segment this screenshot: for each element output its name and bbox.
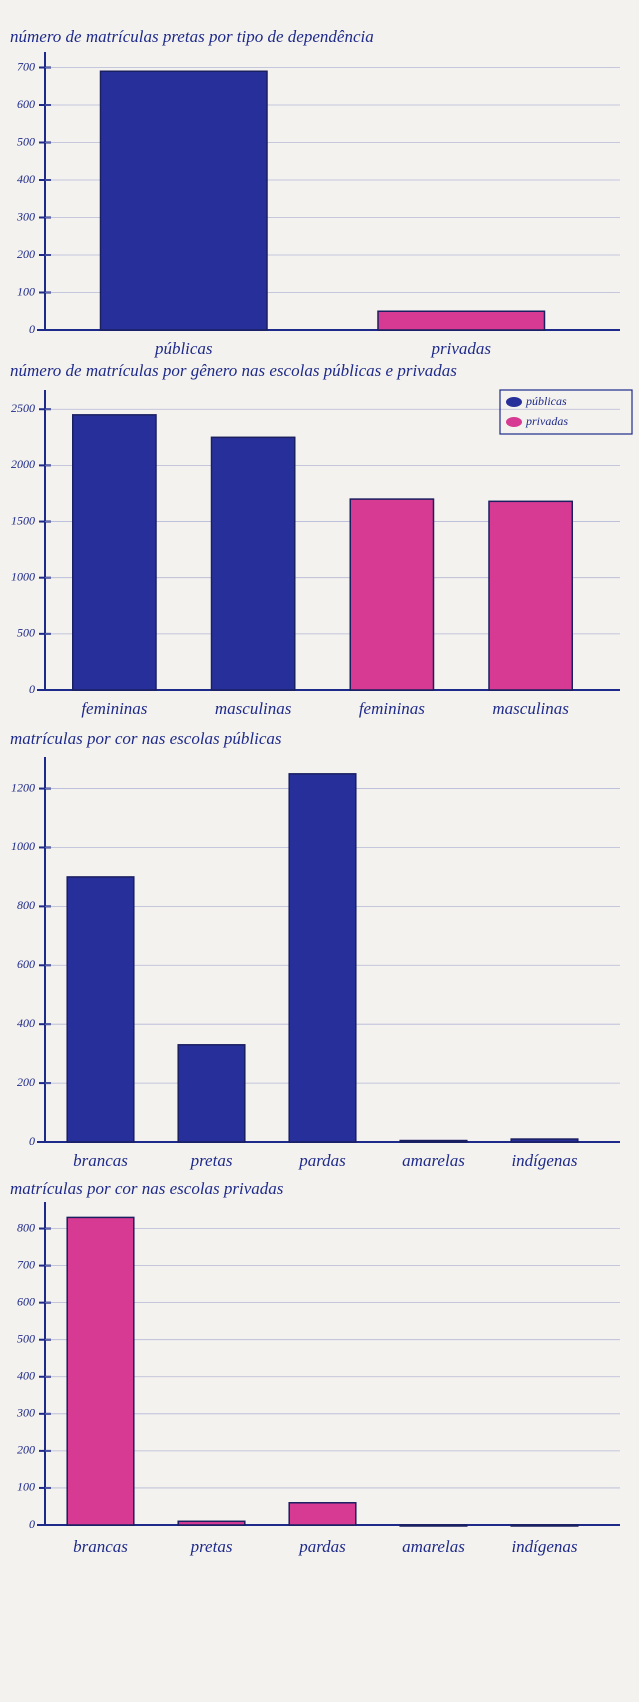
legend-swatch (506, 417, 522, 427)
chart-title: número de matrículas pretas por tipo de … (10, 27, 374, 46)
y-tick-label: 400 (17, 1016, 35, 1030)
y-tick-label: 800 (17, 1220, 35, 1234)
legend-label: públicas (525, 394, 567, 408)
bar (177, 1520, 246, 1526)
y-tick-label: 500 (17, 134, 35, 148)
bar (66, 876, 135, 1143)
y-tick-label: 500 (17, 1331, 35, 1345)
x-tick-label: brancas (73, 1537, 128, 1556)
x-tick-label: masculinas (215, 699, 292, 718)
bar (177, 1044, 246, 1143)
y-tick-label: 600 (17, 957, 35, 971)
y-tick-label: 0 (29, 1134, 35, 1148)
y-tick-label: 100 (17, 1480, 35, 1494)
y-tick-label: 1500 (11, 513, 35, 527)
bar (377, 310, 546, 331)
x-tick-label: amarelas (402, 1537, 465, 1556)
bar (399, 1524, 468, 1527)
x-tick-label: privadas (431, 339, 492, 358)
bar (510, 1138, 579, 1143)
y-tick-label: 1000 (11, 569, 35, 583)
y-tick-label: 700 (17, 59, 35, 73)
bar (99, 70, 268, 331)
y-tick-label: 200 (17, 1075, 35, 1089)
x-tick-label: brancas (73, 1151, 128, 1170)
y-tick-label: 1200 (11, 780, 35, 794)
bar (72, 414, 157, 691)
y-tick-label: 300 (16, 209, 35, 223)
chart-title: matrículas por cor nas escolas públicas (10, 729, 282, 748)
bar (288, 773, 357, 1143)
x-tick-label: masculinas (492, 699, 569, 718)
bar (210, 436, 296, 691)
x-tick-label: públicas (154, 339, 213, 358)
x-tick-label: femininas (359, 699, 425, 718)
x-tick-label: pretas (190, 1151, 233, 1170)
x-tick-label: amarelas (402, 1151, 465, 1170)
y-tick-label: 800 (17, 898, 35, 912)
bar (288, 1502, 357, 1526)
x-tick-label: indígenas (511, 1537, 577, 1556)
y-tick-label: 200 (17, 1443, 35, 1457)
bar (510, 1524, 579, 1527)
y-tick-label: 0 (29, 682, 35, 696)
legend-box (499, 389, 633, 435)
y-tick-label: 600 (17, 1294, 35, 1308)
y-tick-label: 0 (29, 1517, 35, 1531)
x-tick-label: pardas (298, 1537, 346, 1556)
y-tick-label: 2500 (11, 401, 35, 415)
y-tick-label: 700 (17, 1257, 35, 1271)
legend-label: privadas (525, 414, 568, 428)
x-tick-label: pardas (298, 1151, 346, 1170)
bar (66, 1216, 135, 1526)
legend-swatch (506, 397, 522, 407)
x-tick-label: indígenas (511, 1151, 577, 1170)
y-tick-label: 2000 (11, 457, 35, 471)
y-tick-label: 300 (16, 1406, 35, 1420)
y-tick-label: 500 (17, 626, 35, 640)
y-tick-label: 400 (17, 172, 35, 186)
y-tick-label: 200 (17, 247, 35, 261)
y-tick-label: 1000 (11, 839, 35, 853)
y-tick-label: 100 (17, 284, 35, 298)
x-tick-label: femininas (81, 699, 147, 718)
x-tick-label: pretas (190, 1537, 233, 1556)
bar (349, 498, 435, 691)
chart-title: matrículas por cor nas escolas privadas (10, 1179, 284, 1198)
y-tick-label: 0 (29, 322, 35, 336)
bar (488, 500, 573, 691)
chart-title: número de matrículas por gênero nas esco… (10, 361, 457, 380)
y-tick-label: 400 (17, 1369, 35, 1383)
bar (399, 1139, 468, 1143)
y-tick-label: 600 (17, 97, 35, 111)
